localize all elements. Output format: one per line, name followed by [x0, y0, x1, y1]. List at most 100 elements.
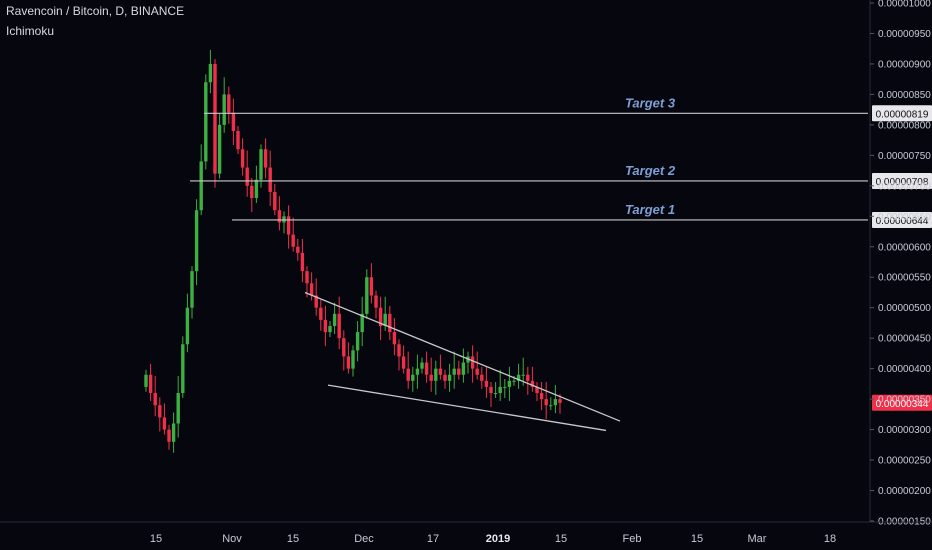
x-tick-label: Mar [748, 533, 767, 545]
candle-body [300, 252, 305, 272]
candle-body [158, 405, 162, 418]
candle-body [176, 393, 180, 424]
x-tick-label: 2019 [486, 533, 510, 545]
candle-body [383, 313, 387, 326]
candle-body [319, 307, 323, 320]
candle-body [365, 277, 369, 314]
candle-body [406, 368, 410, 381]
candle-body [369, 277, 374, 296]
y-tick-label: 0.00000600 [878, 242, 931, 253]
candle-body [236, 130, 240, 150]
target-price-text: 0.00000708 [876, 177, 929, 188]
candle-body [250, 185, 254, 199]
candle-body [516, 374, 521, 381]
x-tick-label: Feb [623, 533, 642, 545]
candle-body [452, 368, 456, 375]
candle-body [231, 112, 236, 131]
candle-body [217, 124, 222, 174]
y-tick-label: 0.00000400 [878, 364, 931, 375]
candle-body [484, 380, 489, 387]
candle-body [245, 167, 249, 186]
y-tick-label: 0.00000850 [878, 90, 931, 101]
candle-body [424, 362, 429, 375]
candle-body [535, 386, 539, 394]
candle-body [208, 63, 213, 83]
candle-body [553, 399, 558, 406]
candle-body [240, 149, 245, 168]
candle-body [162, 417, 167, 430]
candle-body [539, 393, 544, 400]
candle-body [222, 94, 226, 125]
y-tick-label: 0.00000800 [878, 120, 931, 131]
candle-body [268, 167, 272, 192]
candle-body [526, 374, 530, 381]
candle-body [544, 399, 548, 406]
y-tick-label: 0.00000650 [878, 212, 931, 223]
target-price-badge [872, 105, 932, 122]
candle-body [328, 325, 332, 333]
candle-body [199, 161, 203, 211]
candle-body [429, 374, 433, 381]
candle-body [332, 313, 337, 326]
candle-body [489, 386, 493, 394]
candle-body [153, 393, 157, 406]
current-price-badge [872, 394, 932, 411]
candle-body [475, 368, 479, 375]
x-tick-label: 15 [150, 533, 162, 545]
candle-body [420, 362, 424, 369]
target-price-text: 0.00000644 [876, 216, 929, 227]
candle-body [392, 332, 397, 345]
candle-body [337, 313, 341, 339]
candle-body [277, 210, 282, 223]
candle-body [415, 368, 420, 375]
y-tick-label: 0.00000300 [878, 425, 931, 436]
candle-body [457, 368, 461, 375]
candle-body [181, 344, 185, 394]
candle-body [355, 332, 360, 351]
candle-body [346, 356, 351, 369]
indicator-label[interactable]: Ichimoku [6, 24, 55, 38]
candle-body [305, 271, 309, 284]
candle-body [438, 368, 443, 375]
candle-body [378, 307, 383, 326]
candle-body [401, 356, 406, 369]
candle-body [282, 216, 286, 223]
y-tick-label: 0.00000200 [878, 486, 931, 497]
x-tick-label: 15 [287, 533, 299, 545]
candle-body [309, 283, 314, 296]
x-tick-label: Nov [222, 533, 242, 545]
x-tick-label: 15 [691, 533, 703, 545]
candle-body [213, 63, 217, 174]
candle-body [503, 386, 507, 388]
candle-body [480, 374, 484, 381]
y-tick-label: 0.00000350 [878, 395, 931, 406]
candle-body [443, 374, 447, 381]
candle-body [360, 313, 364, 333]
candle-body [167, 429, 171, 442]
candle-body [144, 374, 148, 387]
y-tick-label: 0.00000900 [878, 59, 931, 70]
target-price-badge [872, 211, 932, 228]
symbol-title: Ravencoin / Bitcoin, D, BINANCE [6, 4, 185, 18]
candle-body [507, 380, 512, 387]
y-tick-label: 0.00000500 [878, 303, 931, 314]
candle-body [291, 234, 295, 247]
candle-body [351, 350, 355, 369]
target-label: Target 2 [625, 163, 676, 178]
y-tick-label: 0.00001000 [878, 0, 931, 10]
candle-body [530, 380, 535, 387]
candle-body [388, 313, 392, 333]
y-tick-label: 0.00000950 [878, 29, 931, 40]
candle-body [461, 362, 466, 375]
wedge-lower-line [327, 384, 607, 432]
candle-body [397, 344, 401, 357]
x-tick-label: 18 [824, 533, 836, 545]
candle-body [498, 386, 502, 394]
candle-body [194, 210, 199, 272]
candle-body [286, 216, 291, 235]
target-price-text: 0.00000819 [876, 109, 929, 120]
candle-body [273, 191, 277, 211]
y-tick-label: 0.00000550 [878, 273, 931, 284]
candle-body [185, 307, 190, 345]
